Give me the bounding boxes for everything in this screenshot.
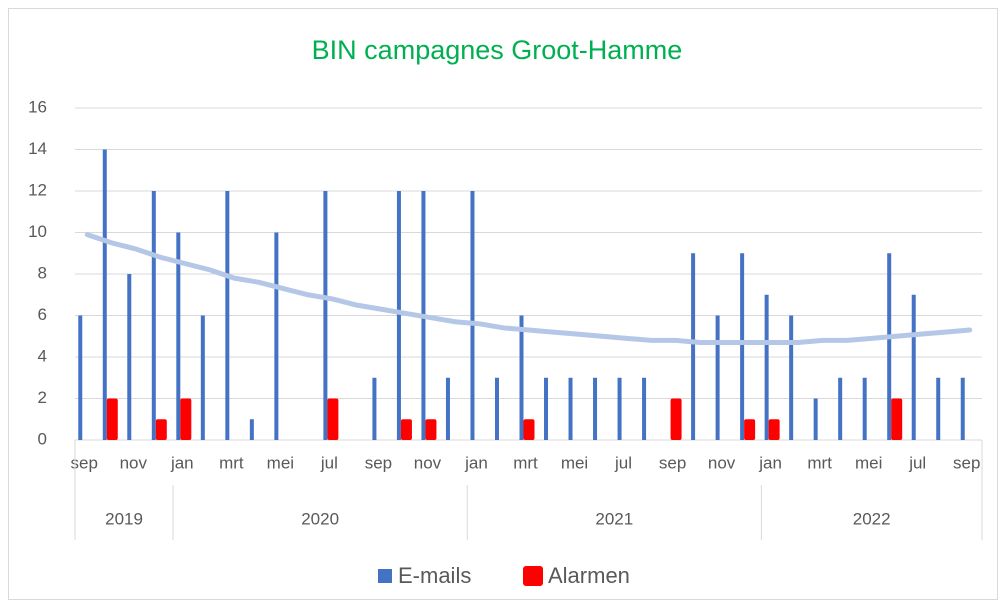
y-tick-label: 4 [38, 346, 47, 365]
bar [768, 419, 780, 440]
legend-label: E-mails [398, 563, 471, 588]
bar [523, 419, 535, 440]
bar [715, 315, 720, 440]
x-group-label: 2020 [301, 509, 339, 528]
legend-label: Alarmen [548, 563, 630, 588]
bar [274, 232, 279, 440]
bar [617, 377, 622, 440]
y-tick-label: 14 [28, 139, 47, 158]
bar [200, 315, 205, 440]
x-tick-label: mrt [219, 453, 244, 472]
bar [470, 191, 475, 440]
x-tick-label: sep [659, 453, 686, 472]
bar [838, 377, 843, 440]
x-tick-label: jan [758, 453, 782, 472]
bar [151, 191, 156, 440]
legend-swatch [378, 569, 392, 583]
bar [106, 398, 118, 440]
x-tick-label: mei [855, 453, 882, 472]
x-tick-label: sep [953, 453, 980, 472]
bar [127, 274, 132, 440]
y-tick-label: 0 [38, 429, 47, 448]
bar [911, 294, 916, 440]
legend-swatch [523, 566, 543, 586]
bar [102, 149, 107, 440]
bar [568, 377, 573, 440]
bar [744, 419, 756, 440]
y-tick-label: 10 [28, 222, 47, 241]
x-tick-label: nov [120, 453, 148, 472]
bar [862, 377, 867, 440]
bar [445, 377, 450, 440]
bar [887, 253, 892, 440]
bar [960, 377, 965, 440]
x-tick-label: jan [170, 453, 194, 472]
y-tick-label: 12 [28, 180, 47, 199]
bar [740, 253, 745, 440]
trendline [84, 232, 973, 345]
bar [155, 419, 167, 440]
x-tick-label: mei [267, 453, 294, 472]
x-tick-label: jan [464, 453, 488, 472]
bar [670, 398, 682, 440]
bar [396, 191, 401, 440]
x-group-label: 2019 [105, 509, 143, 528]
bar [372, 377, 377, 440]
x-tick-label: mei [561, 453, 588, 472]
bar [642, 377, 647, 440]
bar [593, 377, 598, 440]
y-tick-label: 2 [38, 388, 47, 407]
bar [400, 419, 412, 440]
bar [494, 377, 499, 440]
x-group-label: 2021 [595, 509, 633, 528]
y-tick-label: 16 [28, 97, 47, 116]
x-tick-label: jul [614, 453, 632, 472]
bar [425, 419, 437, 440]
x-tick-label: sep [365, 453, 392, 472]
bar [544, 377, 549, 440]
bar [764, 294, 769, 440]
bar [789, 315, 794, 440]
bar [691, 253, 696, 440]
bar [327, 398, 339, 440]
x-tick-label: jul [320, 453, 338, 472]
bar [78, 315, 83, 440]
x-tick-label: jul [908, 453, 926, 472]
x-tick-label: nov [414, 453, 442, 472]
bar [936, 377, 941, 440]
bar [249, 419, 254, 440]
bar [180, 398, 192, 440]
y-tick-label: 8 [38, 263, 47, 282]
chart-title: BIN campagnes Groot-Hamme [312, 35, 683, 65]
x-tick-label: mrt [513, 453, 538, 472]
x-tick-label: nov [708, 453, 736, 472]
bar [323, 191, 328, 440]
bar [176, 232, 181, 440]
bar [225, 191, 230, 440]
y-tick-label: 6 [38, 305, 47, 324]
chart-border [8, 8, 998, 600]
x-group-label: 2022 [853, 509, 891, 528]
bar [813, 398, 818, 440]
x-tick-label: mrt [807, 453, 832, 472]
bar [891, 398, 903, 440]
bar [519, 315, 524, 440]
x-tick-label: sep [71, 453, 98, 472]
